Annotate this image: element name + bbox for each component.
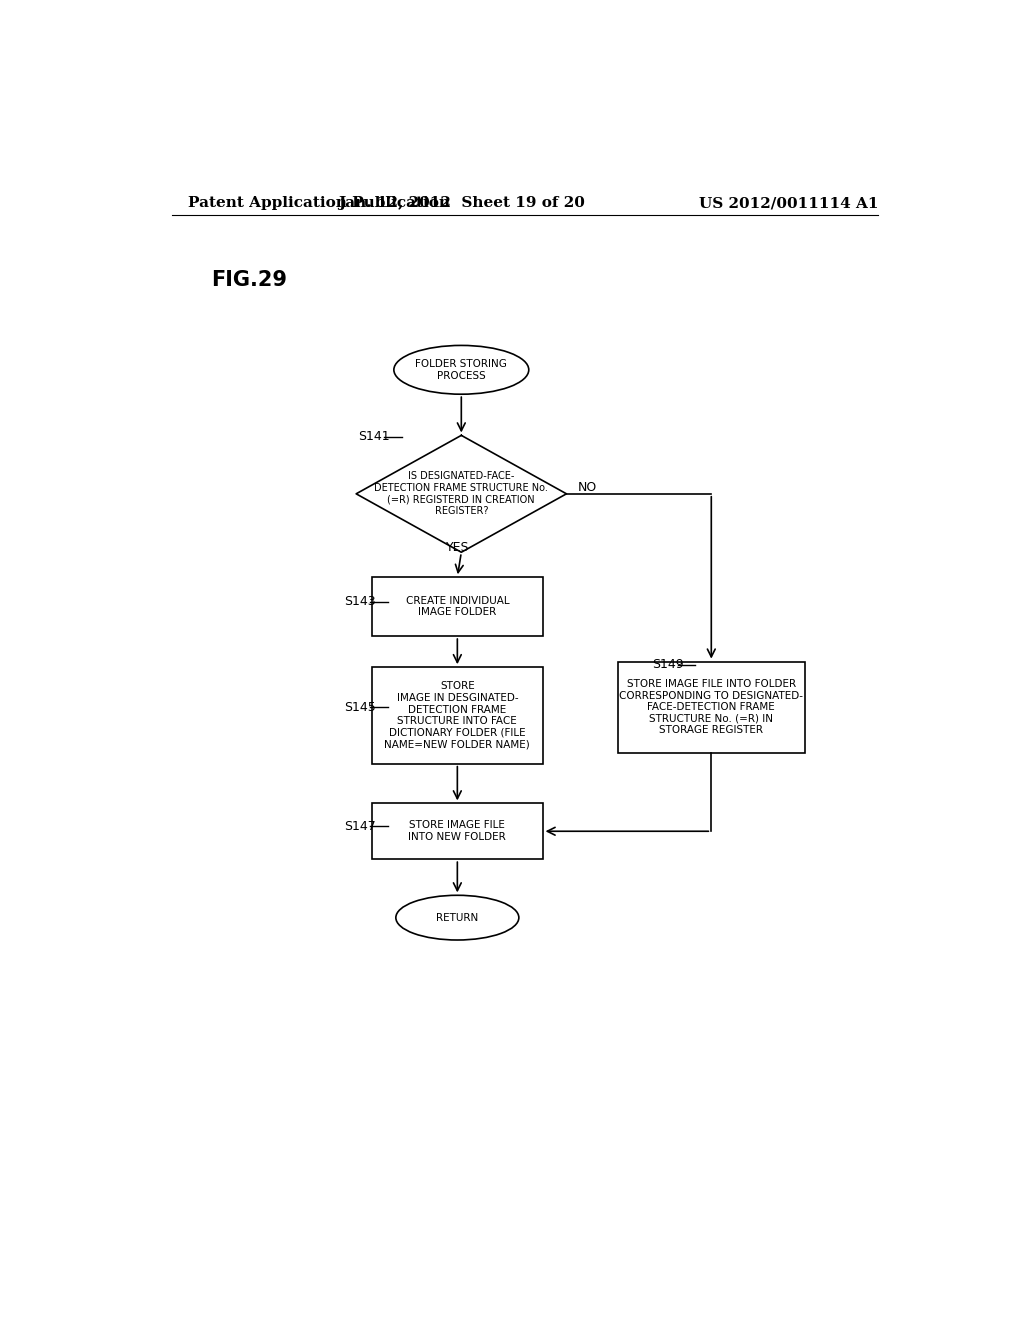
Text: STORE IMAGE FILE INTO FOLDER
CORRESPONDING TO DESIGNATED-
FACE-DETECTION FRAME
S: STORE IMAGE FILE INTO FOLDER CORRESPONDI… (620, 678, 803, 735)
Text: S147: S147 (344, 820, 376, 833)
Text: YES: YES (445, 541, 469, 554)
Text: FIG.29: FIG.29 (211, 271, 288, 290)
Text: STORE IMAGE FILE
INTO NEW FOLDER: STORE IMAGE FILE INTO NEW FOLDER (409, 821, 506, 842)
Text: RETURN: RETURN (436, 912, 478, 923)
Text: Jan. 12, 2012  Sheet 19 of 20: Jan. 12, 2012 Sheet 19 of 20 (338, 197, 585, 210)
Text: NO: NO (578, 482, 597, 494)
Text: S145: S145 (344, 701, 376, 714)
Text: US 2012/0011114 A1: US 2012/0011114 A1 (699, 197, 879, 210)
Bar (372, 577, 543, 636)
Text: FOLDER STORING
PROCESS: FOLDER STORING PROCESS (416, 359, 507, 380)
Text: STORE
IMAGE IN DESGINATED-
DETECTION FRAME
STRUCTURE INTO FACE
DICTIONARY FOLDER: STORE IMAGE IN DESGINATED- DETECTION FRA… (384, 681, 530, 750)
Text: Patent Application Publication: Patent Application Publication (187, 197, 450, 210)
Bar (372, 804, 543, 859)
Bar (372, 667, 543, 764)
Bar (618, 661, 805, 752)
Text: S143: S143 (344, 595, 376, 609)
Text: S149: S149 (652, 659, 683, 671)
Text: CREATE INDIVIDUAL
IMAGE FOLDER: CREATE INDIVIDUAL IMAGE FOLDER (406, 595, 509, 618)
Text: IS DESIGNATED-FACE-
DETECTION FRAME STRUCTURE No.
(=R) REGISTERD IN CREATION
REG: IS DESIGNATED-FACE- DETECTION FRAME STRU… (375, 471, 548, 516)
Text: S141: S141 (358, 430, 390, 444)
